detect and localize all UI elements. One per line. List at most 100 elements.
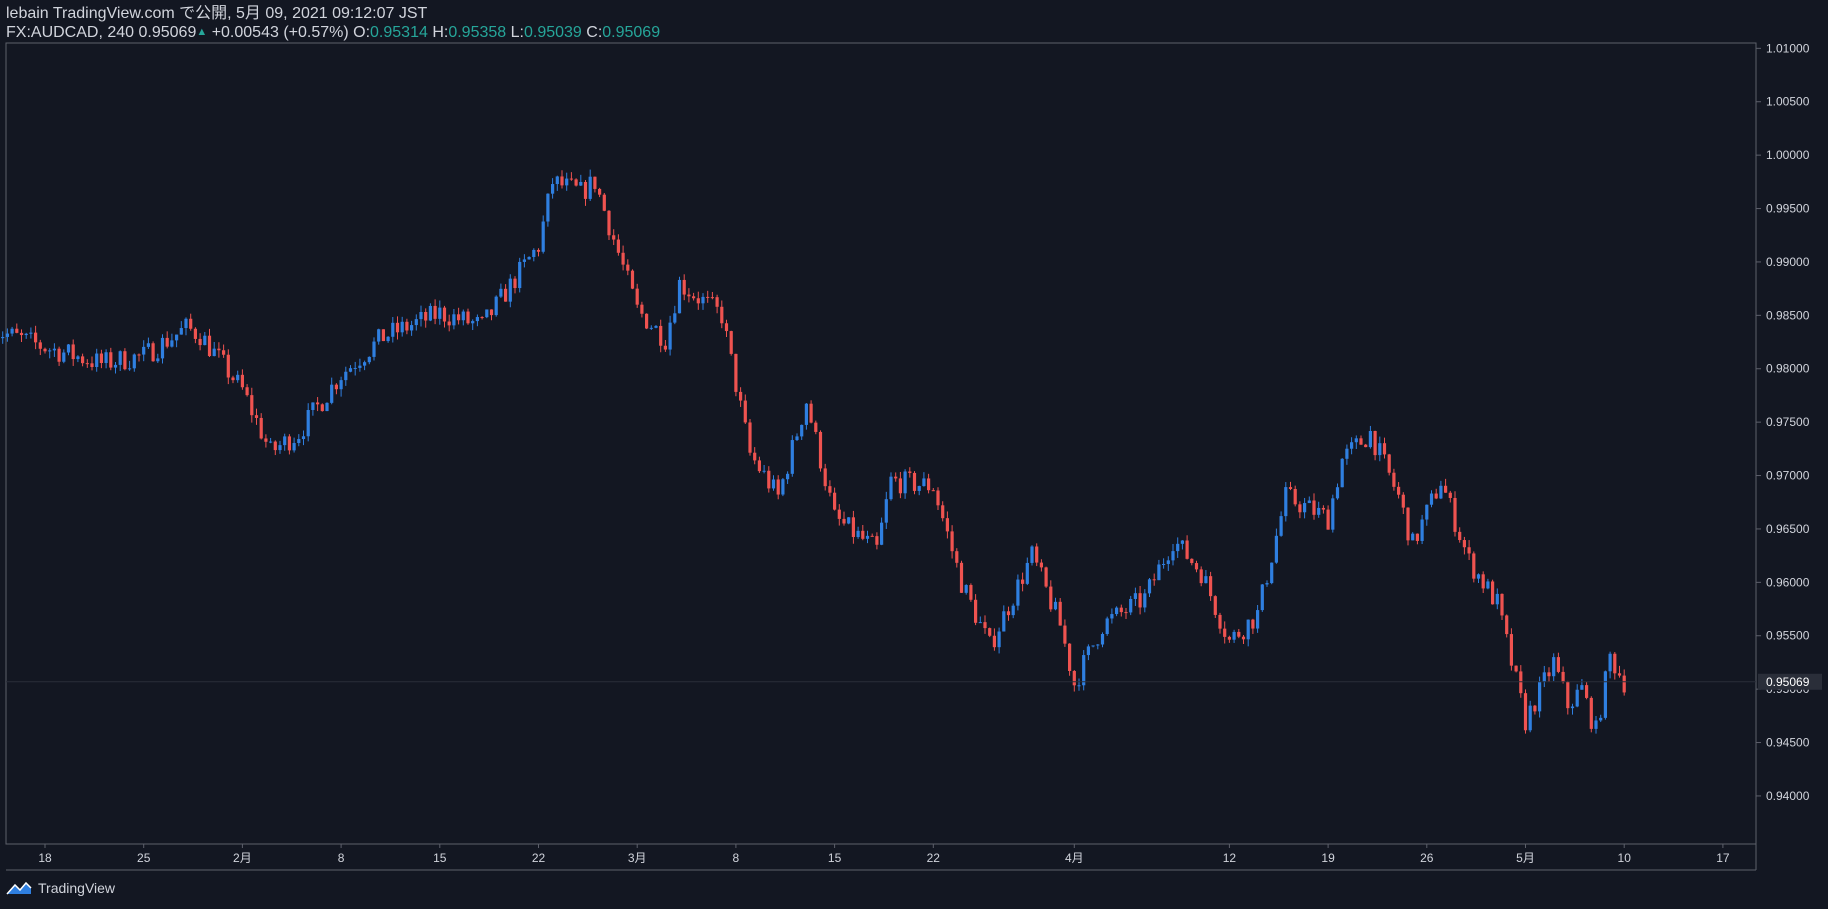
candle-body (546, 193, 550, 222)
candle-body (156, 358, 160, 362)
candle-body (1458, 531, 1462, 541)
candle-body (222, 350, 226, 355)
x-tick-label: 25 (137, 851, 151, 865)
candle-body (1039, 562, 1043, 568)
candle-body (1345, 448, 1349, 459)
candle-body (706, 296, 710, 298)
candle-body (1321, 507, 1325, 510)
candle-body (560, 176, 564, 186)
candle-body (569, 178, 573, 180)
candle-body (522, 259, 526, 262)
candle-body (945, 518, 949, 532)
published-line: lebain TradingView.com で公開, 5月 09, 2021 … (6, 5, 428, 22)
candle-body (602, 194, 606, 211)
candle-body (978, 622, 982, 624)
low-value: 0.95039 (523, 24, 582, 41)
candle-body (1096, 644, 1100, 646)
candle-body (1570, 706, 1575, 709)
candle-body (1072, 670, 1076, 686)
candle-body (593, 176, 597, 189)
candle-body (1260, 584, 1264, 611)
close-label: C: (586, 24, 603, 41)
candle-body (1608, 653, 1612, 672)
candle-body (1190, 558, 1194, 564)
candle-body (1617, 673, 1622, 676)
candle-body (692, 296, 696, 299)
candle-body (1373, 431, 1377, 456)
candle-body (1293, 488, 1297, 505)
candle-body (85, 363, 89, 365)
candle-body (358, 365, 362, 368)
candle-body (1411, 533, 1415, 541)
candle-body (1251, 619, 1255, 629)
candle-body (480, 317, 484, 319)
candle-body (565, 178, 569, 186)
candle-body (34, 332, 38, 343)
candle-body (1030, 546, 1034, 563)
candle-body (1585, 685, 1589, 698)
candle-body (207, 335, 212, 357)
candle-body (781, 479, 785, 495)
y-tick-label: 0.94500 (1766, 736, 1810, 750)
x-tick-label: 15 (828, 851, 842, 865)
candle-body (964, 585, 968, 593)
candle-body (179, 328, 183, 335)
candle-body (861, 530, 865, 539)
candle-body (391, 322, 395, 337)
candle-body (743, 400, 747, 423)
candle-body (1354, 438, 1358, 443)
candle-body (203, 335, 207, 346)
candle-body (236, 374, 240, 381)
candle-body (870, 535, 874, 537)
candle-body (1378, 443, 1382, 456)
candle-body (1246, 619, 1250, 640)
candle-body (1063, 625, 1067, 644)
candle-body (1599, 717, 1603, 721)
candle-body (687, 294, 691, 297)
candle-body (551, 184, 555, 194)
candle-body (269, 441, 273, 443)
candle-body (1561, 671, 1565, 682)
candle-body (1119, 607, 1123, 613)
candle-body (1021, 579, 1025, 584)
candle-body (908, 471, 912, 473)
candle-body (43, 348, 47, 352)
candle-body (626, 264, 630, 271)
candle-body (992, 635, 996, 648)
candle-body (668, 322, 672, 350)
candle-body (372, 341, 376, 357)
candle-body (212, 348, 216, 357)
symbol-label[interactable]: FX:AUDCAD, 240 (6, 24, 135, 41)
candle-body (48, 350, 52, 352)
candle-body (1006, 611, 1011, 616)
candle-body (452, 314, 456, 326)
x-tick-label: 17 (1716, 851, 1730, 865)
candle-body (123, 351, 127, 370)
candle-body (311, 402, 315, 411)
candle-body (1274, 535, 1278, 563)
candle-body (931, 490, 935, 492)
candle-body (118, 351, 122, 365)
candle-body (297, 439, 301, 444)
candle-body (818, 431, 823, 469)
candle-body (710, 297, 714, 299)
candle-body (71, 344, 75, 360)
y-tick-label: 0.98500 (1766, 308, 1810, 322)
footer-brand: TradingView (38, 880, 116, 896)
candle-body (198, 338, 202, 346)
candle-body (579, 181, 583, 186)
candle-body (1143, 593, 1147, 608)
x-tick-label: 15 (433, 851, 447, 865)
candle-body (1025, 562, 1029, 584)
candle-body (175, 334, 179, 341)
candle-body (24, 333, 28, 336)
candle-body (193, 328, 197, 339)
candle-body (405, 321, 409, 331)
candle-body (367, 356, 371, 363)
last-price-badge (1758, 673, 1822, 690)
candle-body (52, 348, 56, 351)
candle-body (950, 531, 954, 552)
candle-body (1105, 618, 1109, 634)
candle-body (508, 278, 512, 302)
